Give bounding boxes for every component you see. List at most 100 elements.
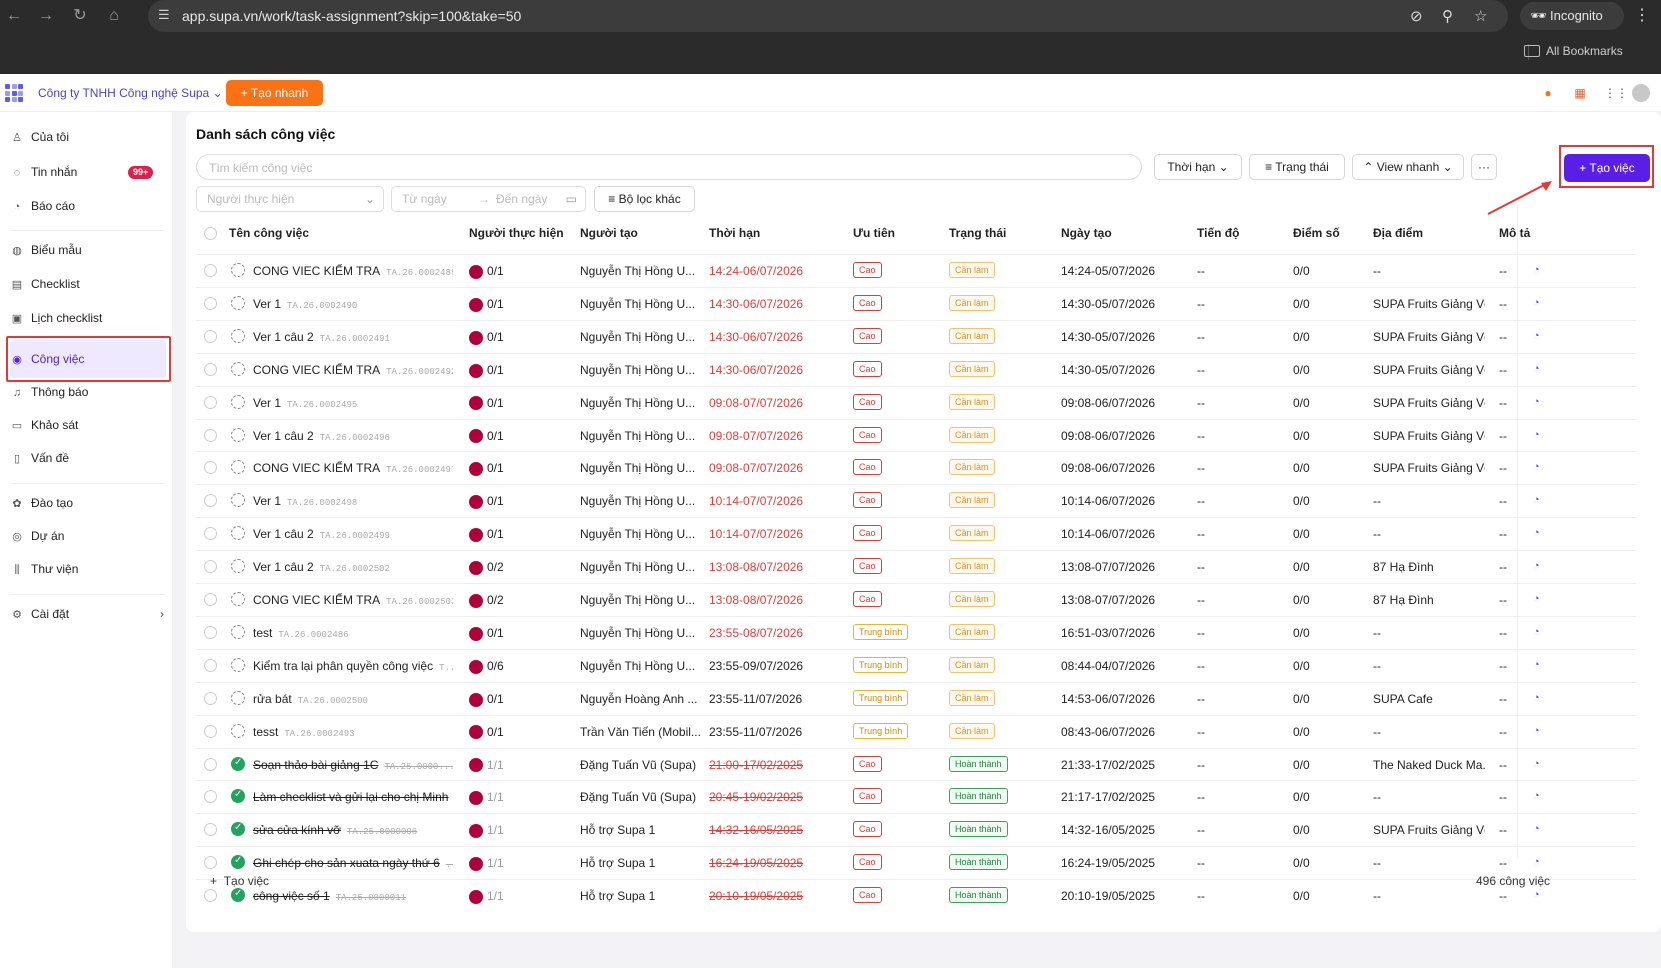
pending-status-icon[interactable] [231, 263, 245, 277]
table-row[interactable]: sửa cửa kính vỡ TA.25.0000006 1/1 Hỗ trợ Su… [196, 813, 1636, 845]
task-name[interactable]: Ghi chép cho sản xuata ngày thứ 6 [253, 856, 440, 871]
add-task-footer-button[interactable]: + Tạo việc [210, 874, 270, 888]
status-badge[interactable]: Hoàn thành [949, 788, 1008, 805]
row-checkbox[interactable] [204, 757, 217, 771]
sidebar-item-bieu-mau[interactable]: ◍ Biểu mẫu [10, 240, 160, 260]
table-row[interactable]: Ghi chép cho sản xuata ngày thứ 6... 1/1 H… [196, 846, 1636, 878]
column-header-status[interactable]: Trạng thái [949, 226, 1007, 240]
column-header-location[interactable]: Địa điểm [1373, 226, 1424, 240]
completed-status-icon[interactable] [231, 822, 245, 837]
status-cell[interactable]: Cần làm [949, 393, 995, 410]
assignee-cell[interactable]: 1/1 [469, 790, 569, 806]
column-header-description[interactable]: Mô tả [1499, 226, 1531, 240]
column-header-creator[interactable]: Người tạo [580, 226, 638, 240]
status-filter[interactable]: ≡ Trạng thái [1249, 154, 1345, 180]
status-badge[interactable]: Cần làm [949, 591, 995, 607]
status-cell[interactable]: Hoàn thành [949, 887, 1008, 904]
search-input[interactable]: Tìm kiếm công việc ⚲ [196, 154, 1331, 180]
task-name-cell[interactable]: Ver 1 TA.26.0002490 [253, 297, 453, 311]
status-badge[interactable]: Cần làm [949, 262, 995, 278]
comment-icon[interactable]: ◔ [1533, 757, 1540, 770]
eye-off-icon[interactable]: ⊘ [1410, 8, 1423, 25]
home-icon[interactable]: ⌂ [109, 7, 119, 24]
task-name[interactable]: Làm checklist và gửi lại cho chị Minh [253, 790, 449, 805]
forward-icon[interactable]: → [38, 7, 54, 24]
table-row[interactable]: Ver 1 câu 2 TA.26.0002491 0/1 Nguyễn Thị Hồ… [196, 319, 1636, 352]
task-name-cell[interactable]: sửa cửa kính vỡ TA.25.0000006 [253, 823, 453, 837]
task-name[interactable]: sửa cửa kính vỡ [253, 823, 341, 838]
user-avatar[interactable] [1632, 84, 1650, 102]
assignee-cell[interactable]: 0/1 [469, 297, 569, 312]
task-name[interactable]: Ver 1 câu 2 [253, 527, 314, 542]
task-name[interactable]: Soạn thảo bài giảng 1C [253, 757, 379, 772]
comment-icon[interactable]: ◔ [1533, 889, 1540, 902]
task-name[interactable]: CONG VIEC KIỂM TRA [253, 593, 381, 607]
completed-status-icon[interactable] [231, 789, 245, 804]
table-row[interactable]: CONG VIEC KIỂM TRA TA.26.0002489 0/1 Nguyễn… [196, 254, 1636, 286]
comment-icon[interactable]: ◔ [1533, 856, 1540, 869]
task-name-cell[interactable]: CONG VIEC KIỂM TRA TA.26.0002497 [253, 461, 453, 475]
assignee-cell[interactable]: 0/2 [469, 560, 569, 575]
comment-icon[interactable]: ◔ [1533, 395, 1540, 408]
column-header-deadline[interactable]: Thời hạn [709, 226, 761, 240]
row-checkbox[interactable] [204, 724, 217, 738]
assignee-cell[interactable]: 0/1 [469, 363, 569, 378]
assignee-cell[interactable]: 0/1 [469, 461, 569, 477]
assignee-cell[interactable]: 0/1 [469, 527, 569, 543]
pending-status-icon[interactable] [231, 493, 245, 508]
status-badge[interactable]: Hoàn thành [949, 755, 1008, 772]
row-checkbox[interactable] [204, 264, 217, 277]
status-badge[interactable]: Cần làm [949, 722, 995, 739]
sidebar-item-tin-nhan[interactable]: ◌ Tin nhắn 99+ [10, 162, 160, 182]
task-name-cell[interactable]: CONG VIEC KIỂM TRA TA.26.0002503 [253, 593, 453, 607]
task-name[interactable]: Ver 1 câu 2 [253, 329, 314, 344]
more-options-button[interactable]: ··· [1471, 154, 1497, 180]
assignee-cell[interactable]: 1/1 [469, 889, 569, 904]
row-checkbox[interactable] [204, 461, 217, 475]
row-checkbox[interactable] [204, 691, 217, 705]
comment-icon[interactable]: ◔ [1533, 724, 1540, 737]
table-row[interactable]: Ver 1 câu 2 TA.26.0002496 0/1 Nguyễn Thị Hồ… [196, 418, 1636, 451]
status-badge[interactable]: Hoàn thành [949, 854, 1008, 871]
company-selector[interactable]: Công ty TNHH Công nghệ Supa ⌄ [38, 86, 223, 100]
sidebar-item-thong-bao[interactable]: ♫ Thông báo [10, 382, 160, 402]
status-badge[interactable]: Cần làm [949, 294, 995, 311]
quick-create-button[interactable]: + Tạo nhanh [226, 80, 323, 106]
zoom-icon[interactable]: ⚲ [1442, 8, 1453, 25]
apps-grid-icon[interactable]: ⋮⋮ [1604, 86, 1628, 100]
assignee-cell[interactable]: 1/1 [469, 758, 569, 773]
row-checkbox[interactable] [204, 856, 217, 870]
status-cell[interactable]: Hoàn thành [949, 821, 1008, 838]
task-name-cell[interactable]: test TA.26.0002486 [253, 626, 453, 640]
sidebar-item-cong-viec[interactable]: ◉ Công việc [10, 349, 160, 369]
comment-icon[interactable]: ◔ [1533, 494, 1540, 507]
table-row[interactable]: CONG VIEC KIỂM TRA TA.26.0002492 0/1 Nguyễn… [196, 352, 1636, 385]
pending-status-icon[interactable] [231, 295, 245, 310]
status-cell[interactable]: Cần làm [949, 492, 995, 509]
status-badge[interactable]: Cần làm [949, 558, 995, 575]
pending-status-icon[interactable] [231, 460, 245, 475]
app-grid-logo-icon[interactable] [5, 84, 23, 102]
table-row[interactable]: CONG VIEC KIỂM TRA TA.26.0002503 0/2 Nguyễn… [196, 583, 1636, 615]
assignee-cell[interactable]: 0/1 [469, 725, 569, 740]
task-name-cell[interactable]: CONG VIEC KIỂM TRA TA.26.0002492 [253, 363, 453, 377]
task-name[interactable]: Ver 1 [253, 296, 282, 311]
row-checkbox[interactable] [204, 494, 217, 508]
row-checkbox[interactable] [204, 428, 217, 442]
table-row[interactable]: tesst TA.26.0002493 0/1 Trần Văn Tiến (Mobi… [196, 714, 1636, 747]
assignee-cell[interactable]: 0/1 [469, 396, 569, 411]
pending-status-icon[interactable] [231, 427, 245, 442]
task-name-cell[interactable]: Soạn thảo bài giảng 1C TA.25.0000... [253, 758, 453, 772]
status-cell[interactable]: Cần làm [949, 262, 995, 278]
select-all-checkbox[interactable] [204, 227, 217, 240]
status-badge[interactable]: Cần làm [949, 426, 995, 443]
other-filters-button[interactable]: ≡ Bộ lọc khác [594, 186, 695, 212]
sidebar-item-lich-checklist[interactable]: ▣ Lịch checklist [10, 308, 160, 328]
status-cell[interactable]: Hoàn thành [949, 788, 1008, 805]
status-cell[interactable]: Cần làm [949, 689, 995, 706]
comment-icon[interactable]: ◔ [1533, 560, 1540, 573]
pending-status-icon[interactable] [231, 592, 245, 606]
status-badge[interactable]: Cần làm [949, 689, 995, 706]
row-checkbox[interactable] [204, 658, 217, 672]
task-name[interactable]: CONG VIEC KIỂM TRA [253, 461, 381, 476]
